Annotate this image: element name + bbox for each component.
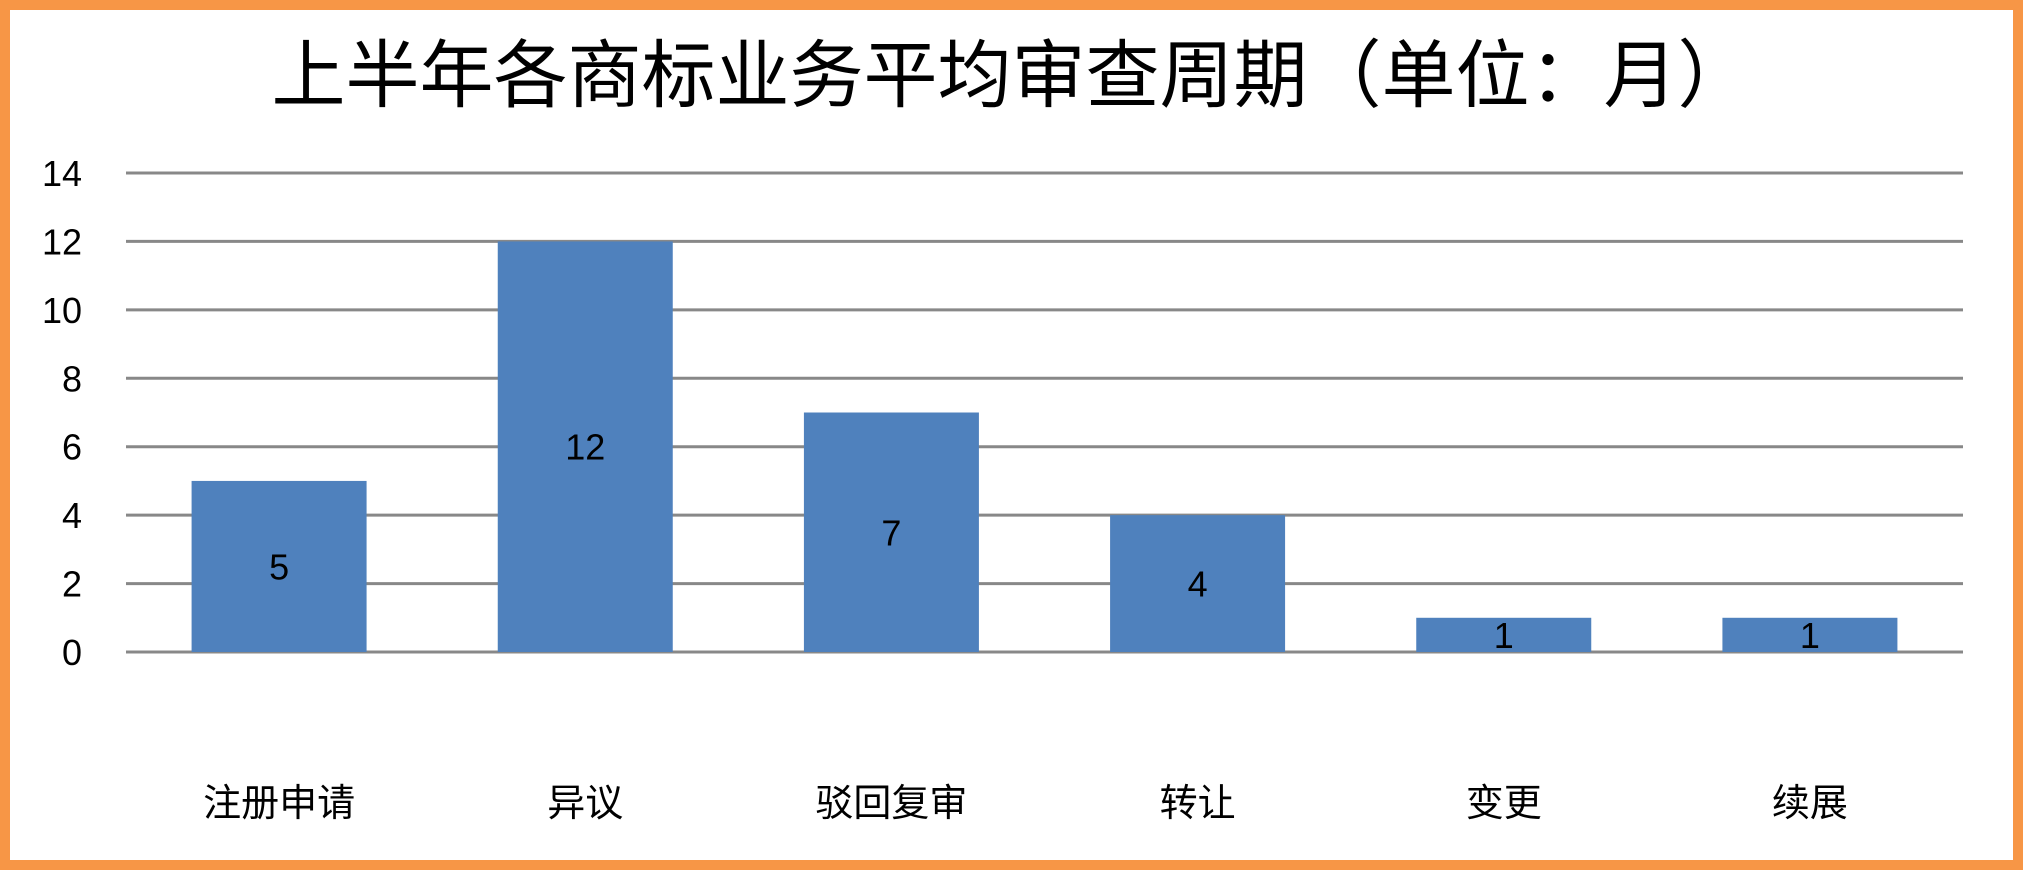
- data-label: 1: [1494, 615, 1514, 656]
- data-label: 5: [269, 546, 289, 587]
- x-category-label: 注册申请: [203, 781, 355, 825]
- bar: [1110, 515, 1286, 652]
- y-tick-label: 12: [42, 221, 82, 262]
- x-category-label: 续展: [1772, 781, 1848, 825]
- data-label: 7: [881, 512, 901, 553]
- y-tick-label: 8: [62, 358, 82, 399]
- bar: [1722, 617, 1898, 652]
- y-tick-label: 4: [62, 495, 82, 536]
- chart-title: 上半年各商标业务平均审查周期（单位：月）: [271, 33, 1752, 119]
- bar: [497, 241, 673, 652]
- x-category-label: 异议: [547, 781, 623, 825]
- bar: [191, 480, 367, 652]
- y-tick-label: 6: [62, 427, 82, 468]
- y-tick-label: 0: [62, 632, 82, 673]
- bar: [803, 412, 979, 652]
- y-tick-label: 14: [42, 153, 82, 194]
- y-tick-label: 10: [42, 290, 82, 331]
- bar: [1416, 617, 1592, 652]
- data-label: 1: [1800, 615, 1820, 656]
- data-label: 4: [1188, 564, 1208, 605]
- y-tick-label: 2: [62, 564, 82, 605]
- x-category-label: 变更: [1466, 781, 1542, 825]
- x-category-label: 转让: [1160, 781, 1236, 825]
- x-category-label: 驳回复审: [815, 781, 967, 825]
- bar-chart: 0 2 4 6 8 10 12 14 5 注册申请 12 异议 7 驳回复审 4 转让 1 变更 1 续展: [42, 153, 1963, 825]
- data-label: 12: [565, 427, 605, 468]
